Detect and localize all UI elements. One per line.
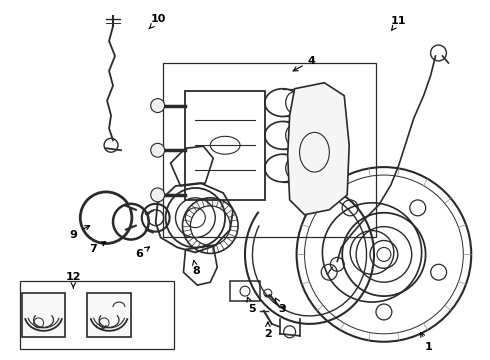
Text: 6: 6	[135, 247, 149, 260]
Circle shape	[151, 143, 165, 157]
Text: 7: 7	[89, 242, 106, 255]
Text: 8: 8	[193, 260, 200, 276]
Text: 3: 3	[275, 298, 286, 314]
Polygon shape	[87, 293, 131, 337]
Text: 5: 5	[247, 297, 256, 314]
Text: 1: 1	[420, 332, 433, 352]
Text: 11: 11	[391, 16, 407, 30]
Text: 2: 2	[264, 322, 271, 339]
Text: 10: 10	[149, 14, 167, 29]
Circle shape	[151, 99, 165, 113]
Polygon shape	[288, 83, 349, 215]
Text: 4: 4	[293, 56, 316, 71]
Bar	[20, 281, 173, 349]
Circle shape	[151, 188, 165, 202]
Text: 9: 9	[70, 226, 90, 239]
Text: 12: 12	[66, 272, 81, 288]
Polygon shape	[22, 293, 65, 337]
